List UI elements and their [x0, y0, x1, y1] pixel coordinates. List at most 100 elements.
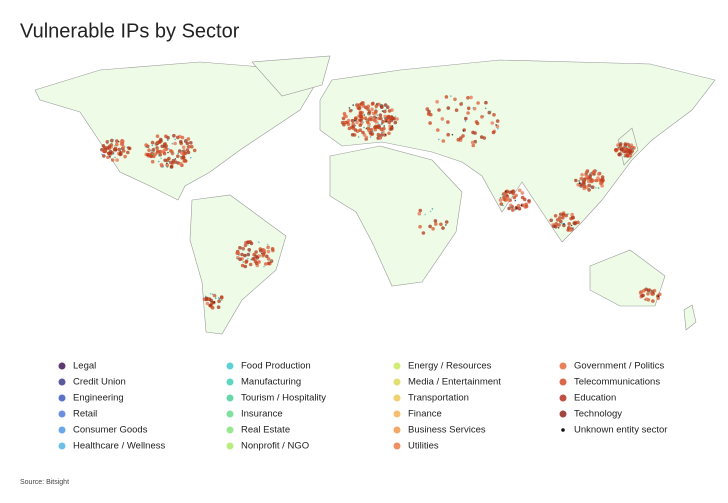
ip-dot	[216, 305, 221, 310]
ip-dot	[119, 142, 124, 146]
ip-dot	[378, 113, 383, 117]
ip-dot	[563, 223, 565, 225]
ip-dot	[372, 115, 377, 119]
ip-dot	[384, 134, 387, 136]
ip-dot	[382, 126, 386, 131]
ip-dot	[144, 143, 148, 147]
ip-dot	[363, 114, 366, 116]
ip-dot	[381, 110, 384, 112]
ip-dot	[590, 185, 595, 189]
ip-dot	[385, 117, 387, 119]
ip-dot	[211, 293, 214, 296]
ip-dot	[160, 144, 164, 149]
ip-dot	[266, 245, 270, 250]
legend-label: Business Services	[408, 425, 486, 436]
ip-dot	[469, 95, 473, 100]
ip-dot	[170, 149, 174, 154]
ip-dot	[558, 212, 563, 217]
ip-dot	[154, 143, 157, 145]
ip-dot	[502, 197, 507, 201]
ip-dot	[495, 124, 497, 126]
ip-dot	[157, 140, 162, 144]
legend-swatch	[58, 362, 66, 370]
ip-dot	[189, 141, 193, 145]
title: Vulnerable IPs by Sector	[20, 20, 240, 42]
ip-dot	[436, 128, 440, 132]
ip-dot	[179, 139, 183, 144]
ip-dot	[166, 162, 168, 164]
ip-dot	[380, 105, 384, 110]
ip-dot	[351, 124, 356, 129]
ip-dot	[374, 125, 378, 129]
ip-dot	[168, 161, 171, 163]
ip-dot	[370, 107, 374, 112]
ip-dot	[579, 182, 581, 184]
ip-dot	[346, 118, 351, 123]
legend-label: Healthcare / Wellness	[73, 441, 165, 452]
ip-dot	[418, 224, 422, 229]
ip-dot	[490, 110, 492, 113]
ip-dot	[511, 208, 515, 212]
ip-dot	[473, 131, 477, 135]
ip-dot	[573, 221, 577, 226]
legend-label: Unknown entity sector	[574, 425, 667, 436]
ip-dot	[364, 135, 369, 140]
legend-swatch	[58, 442, 66, 450]
ip-dot	[367, 113, 370, 116]
legend-swatch	[559, 378, 567, 386]
ip-dot	[522, 197, 527, 202]
ip-dot	[367, 110, 372, 114]
ip-dot	[651, 289, 653, 292]
ip-dot	[484, 107, 487, 110]
legend-swatch	[226, 410, 234, 418]
ip-dot	[570, 212, 574, 217]
ip-dot	[167, 151, 169, 154]
ip-dot	[390, 108, 394, 112]
ip-dot	[110, 138, 114, 143]
legend-swatch	[226, 442, 234, 450]
ip-dot	[495, 119, 500, 123]
ip-dot	[156, 150, 160, 154]
ip-dot	[238, 257, 242, 262]
ip-dot	[102, 154, 106, 158]
ip-dot	[117, 147, 122, 152]
ip-dot	[391, 125, 394, 127]
ip-dot	[374, 104, 379, 108]
ip-dot	[562, 223, 566, 228]
ip-dot	[627, 148, 632, 153]
ip-dot	[393, 120, 398, 125]
ip-dot	[622, 149, 626, 154]
ip-dot	[126, 146, 129, 148]
ip-dot	[380, 103, 382, 106]
ip-dot	[249, 241, 254, 246]
ip-dot	[506, 196, 510, 200]
ip-dot	[167, 139, 169, 141]
ip-dot	[437, 108, 441, 112]
ip-dot	[162, 166, 164, 168]
ip-dot	[348, 107, 351, 109]
ip-dot	[512, 195, 517, 200]
ip-dot	[263, 265, 265, 268]
ip-dot	[108, 149, 113, 154]
ip-dot	[347, 126, 352, 131]
ip-dot	[649, 292, 651, 294]
ip-dots	[100, 95, 662, 310]
ip-dot	[559, 219, 563, 224]
ip-dot	[192, 148, 197, 153]
ip-dot	[623, 156, 626, 158]
ip-dot	[451, 133, 454, 136]
ip-dot	[212, 293, 217, 298]
ip-dot	[557, 223, 561, 227]
ip-dot	[632, 147, 634, 150]
ip-dot	[361, 104, 366, 108]
ip-dot	[373, 118, 377, 122]
legend-label: Real Estate	[241, 425, 290, 436]
ip-dot	[187, 144, 191, 149]
ip-dot	[114, 156, 116, 159]
ip-dot	[567, 225, 571, 230]
ip-dot	[127, 146, 132, 151]
ip-dot	[466, 106, 471, 111]
ip-dot	[355, 103, 359, 107]
ip-dot	[445, 224, 447, 226]
ip-dot	[240, 263, 245, 268]
